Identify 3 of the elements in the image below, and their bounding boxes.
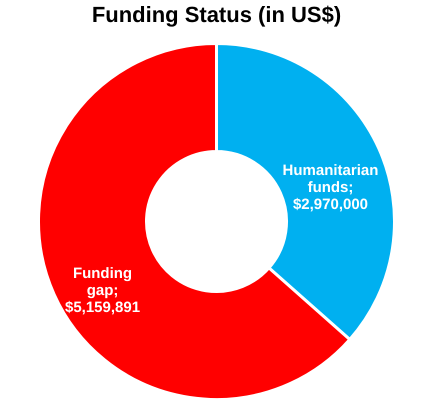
chart-title: Funding Status (in US$) [92,2,342,27]
data-label: Funding gap; $5,159,891 [64,264,140,316]
data-label: Humanitarian funds; $2,970,000 [282,162,378,214]
